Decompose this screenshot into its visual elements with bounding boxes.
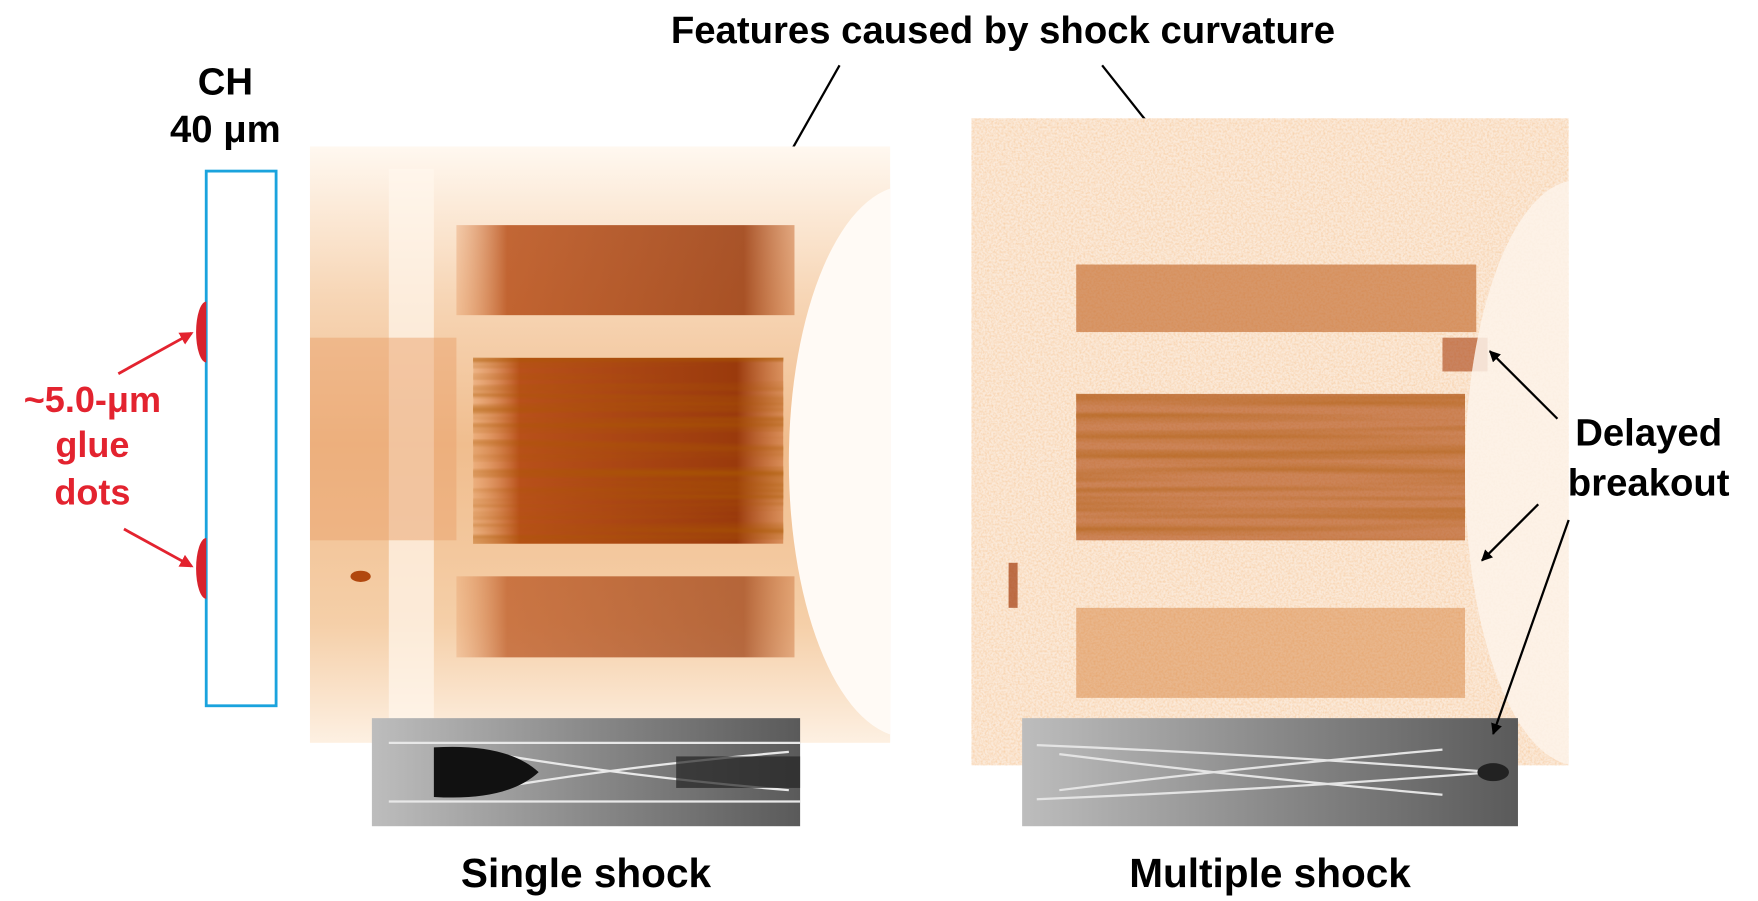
- glue-dot: [196, 302, 206, 363]
- target-outline: [206, 171, 276, 706]
- target-material: CH: [198, 61, 253, 104]
- figure: Features caused by shock curvature CH 40…: [0, 0, 1758, 896]
- target-thickness: 40 μm: [170, 108, 281, 151]
- page: {"annotations": { "top": "Features cause…: [0, 0, 1758, 896]
- simulation-shape: [1477, 763, 1509, 781]
- glue-label: dots: [54, 471, 130, 512]
- glue-label: glue: [55, 424, 129, 465]
- annotation-title: Features caused by shock curvature: [671, 9, 1335, 52]
- simulation-shape: [676, 756, 800, 788]
- glue-dot: [196, 538, 206, 599]
- arrow: [118, 333, 191, 374]
- glue-label: ~5.0-μm: [24, 379, 161, 420]
- arrow: [124, 529, 192, 566]
- breakout-label: breakout: [1568, 461, 1730, 504]
- simulation-multiple: [1022, 718, 1518, 826]
- panel-caption: Single shock: [461, 850, 712, 896]
- breakout-label: Delayed: [1575, 412, 1722, 455]
- panel-caption: Multiple shock: [1129, 850, 1411, 896]
- radiograph-single: [310, 146, 1026, 743]
